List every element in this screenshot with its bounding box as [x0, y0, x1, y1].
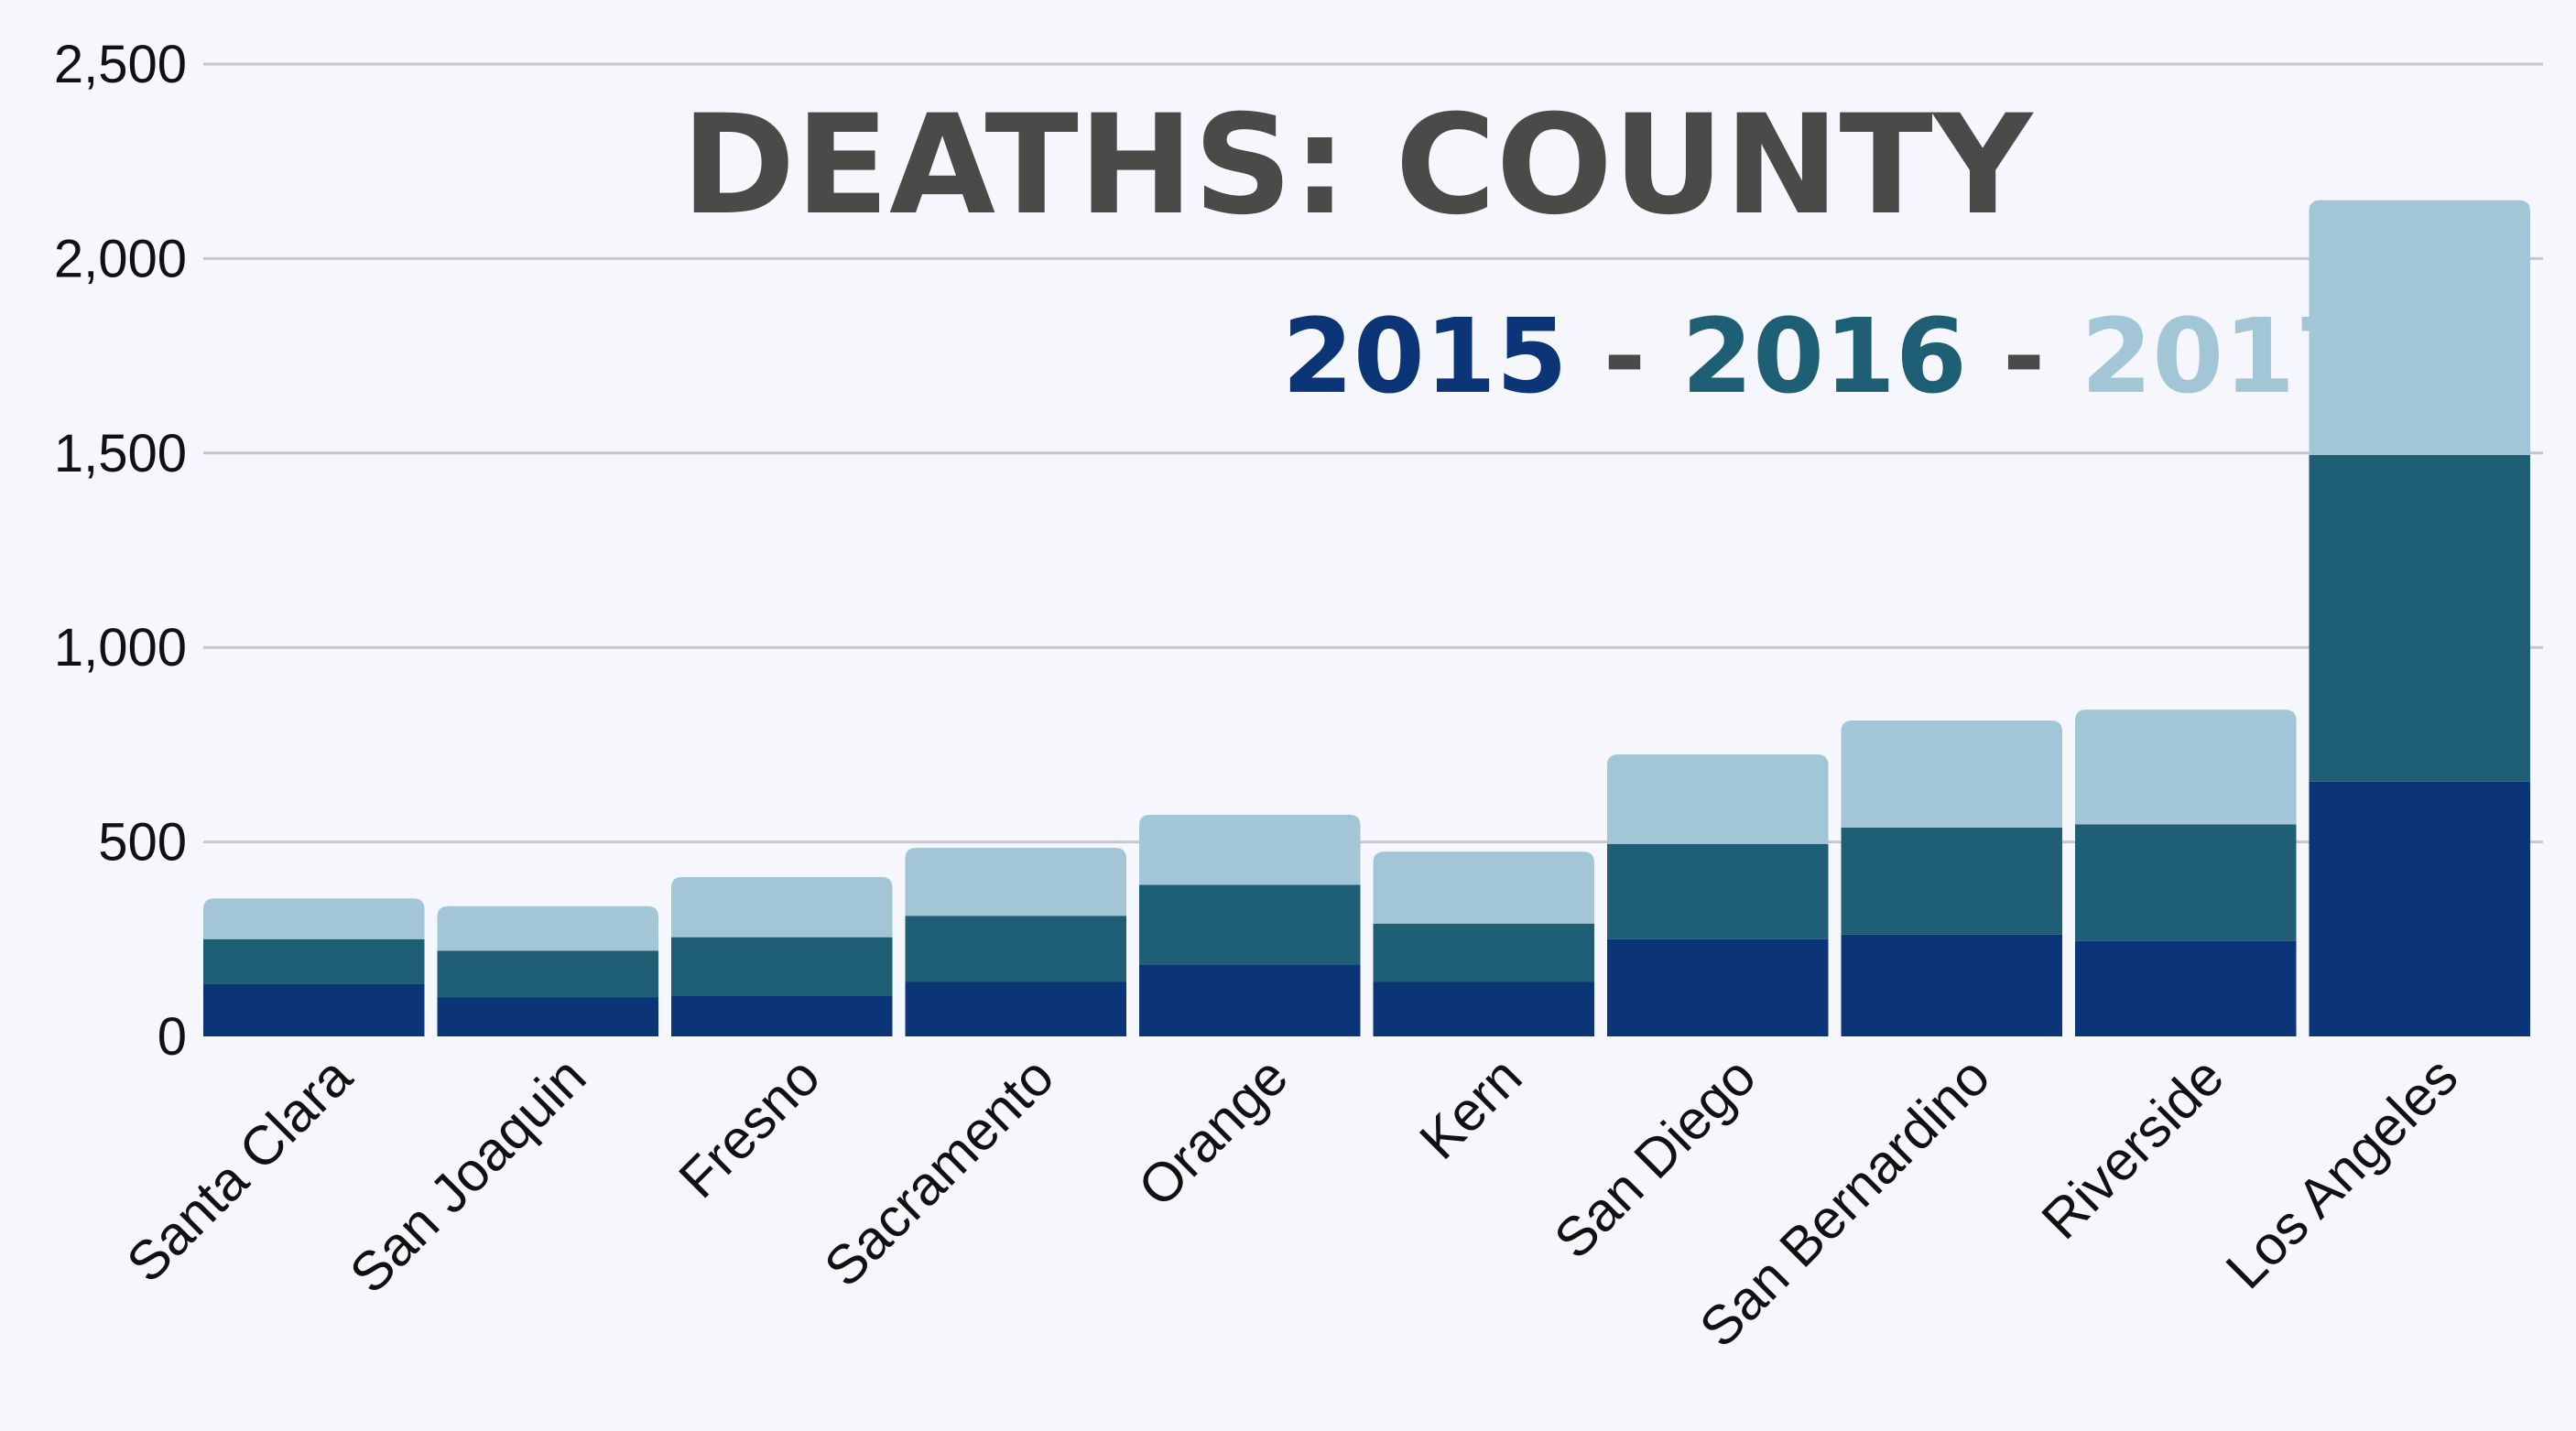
- x-tick-label: Los Angeles: [2214, 1046, 2470, 1301]
- chart-title: DEATHS: COUNTY: [681, 86, 2035, 245]
- bar-segment-2016: [437, 950, 658, 998]
- x-tick-label: Kern: [1408, 1046, 1533, 1171]
- x-tick-label: Orange: [1126, 1046, 1299, 1219]
- x-tick-label: San Joaquin: [338, 1046, 597, 1305]
- y-tick-label: 1,500: [54, 424, 187, 483]
- bar-segment-2016: [1373, 923, 1594, 982]
- bar-segment-2015: [437, 997, 658, 1036]
- bar-segment-2017: [671, 876, 893, 938]
- bar-segment-2015: [905, 981, 1126, 1036]
- bar-segment-2017: [1841, 721, 2062, 828]
- chart-subtitle: 2015 - 2016 - 2017: [1282, 298, 2366, 417]
- bar-segment-2017: [2309, 200, 2530, 455]
- x-tick-label: Sacramento: [812, 1046, 1065, 1298]
- bar-segment-2017: [1139, 814, 1361, 885]
- bar-segment-2016: [1139, 884, 1361, 965]
- y-tick-label: 1,000: [54, 618, 187, 678]
- bar-segment-2017: [1373, 851, 1594, 924]
- bar-segment-2017: [1607, 754, 1829, 844]
- bar-segment-2015: [1607, 938, 1829, 1036]
- bar-segment-2017: [905, 847, 1126, 916]
- subtitle-year-2016: 2016: [1681, 298, 1967, 417]
- bar-segment-2017: [437, 905, 658, 951]
- subtitle-year-2017: 2017: [2081, 298, 2366, 417]
- x-tick-label: Santa Clara: [115, 1045, 364, 1294]
- y-tick-label: 2,000: [54, 229, 187, 288]
- bar-segment-2015: [1841, 934, 2062, 1036]
- bar-segment-2017: [2075, 710, 2297, 825]
- y-tick-label: 500: [98, 813, 187, 873]
- bar-segment-2015: [1373, 981, 1594, 1036]
- bar-segment-2016: [2309, 454, 2530, 782]
- bar-segment-2016: [1841, 827, 2062, 935]
- subtitle-separator: -: [1967, 298, 2081, 417]
- bar-segment-2017: [203, 898, 425, 939]
- bar-segment-2016: [1607, 843, 1829, 939]
- bar-segment-2015: [1139, 964, 1361, 1036]
- y-tick-label: 2,500: [54, 35, 187, 94]
- x-tick-label: Fresno: [668, 1046, 831, 1209]
- bar-segment-2015: [2309, 781, 2530, 1036]
- bar-segment-2015: [2075, 940, 2297, 1036]
- bar-segment-2016: [671, 937, 893, 996]
- bar-segment-2015: [203, 983, 425, 1036]
- bar-segment-2015: [671, 995, 893, 1036]
- subtitle-year-2015: 2015: [1282, 298, 1568, 417]
- bars: [203, 200, 2530, 1036]
- bar-segment-2016: [905, 916, 1126, 982]
- y-tick-label: 0: [158, 1007, 187, 1067]
- x-tick-label: Riverside: [2030, 1046, 2235, 1251]
- subtitle-separator: -: [1568, 298, 1681, 417]
- y-axis-ticks: 0 500 1,000 1,500 2,000 2,500: [54, 35, 187, 1067]
- bar-segment-2016: [203, 938, 425, 984]
- x-tick-label: San Diego: [1542, 1046, 1767, 1271]
- bar-segment-2016: [2075, 824, 2297, 941]
